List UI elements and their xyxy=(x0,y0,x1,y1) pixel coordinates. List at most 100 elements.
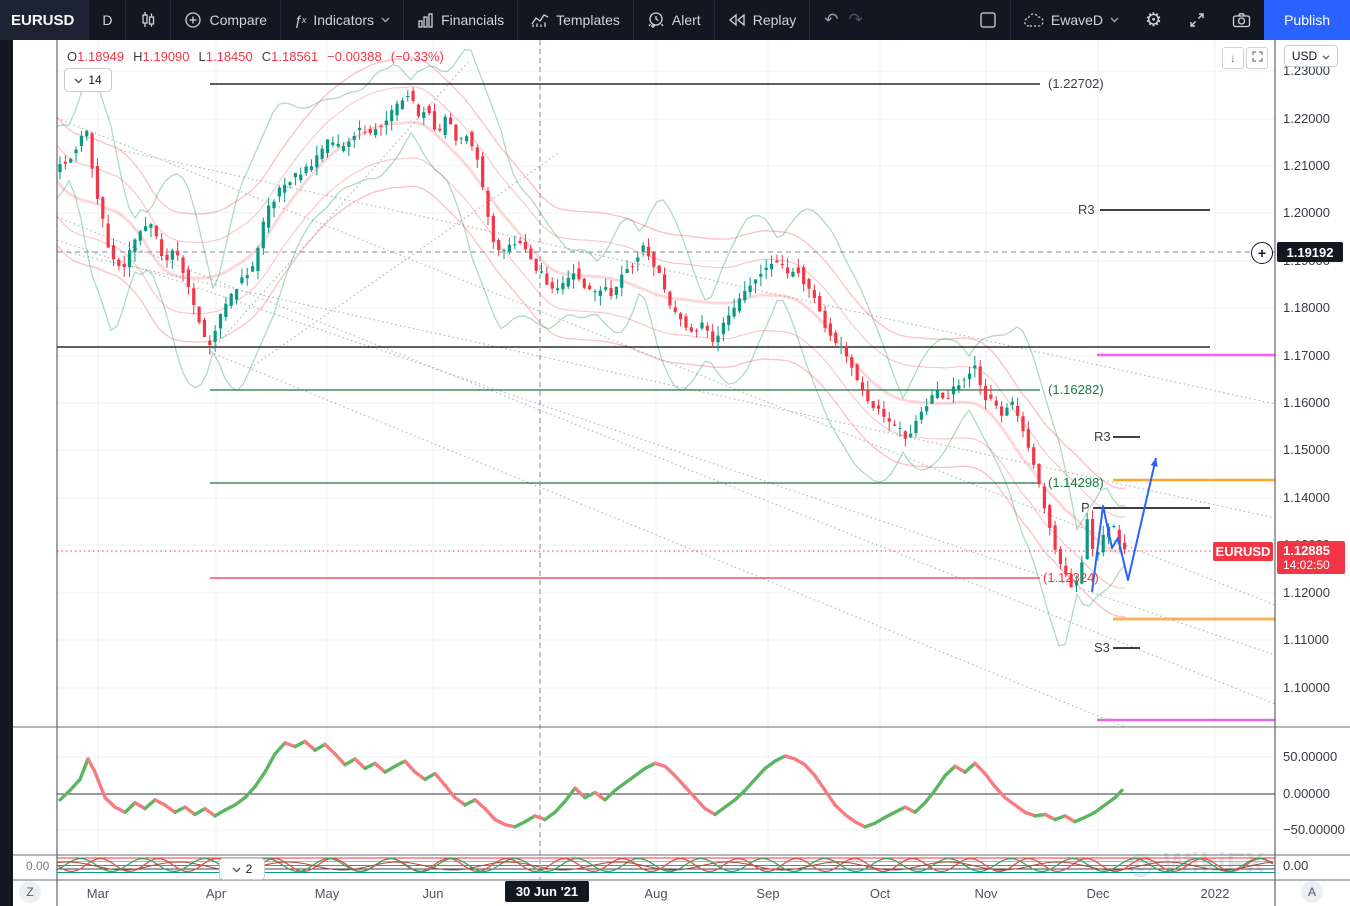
open-value: 1.18949 xyxy=(77,49,125,64)
level-label: (1.16282) xyxy=(1048,382,1104,397)
financials-icon xyxy=(417,12,434,29)
change-percent: (−0.33%) xyxy=(390,49,444,64)
last-price-value: 1.12885 xyxy=(1283,543,1330,558)
time-axis-label: Apr xyxy=(205,886,227,901)
time-axis-label: Aug xyxy=(644,886,668,901)
compare-plus-icon xyxy=(184,11,202,29)
price-axis-label: 1.21000 xyxy=(1283,158,1330,173)
maximize-icon xyxy=(1251,51,1263,65)
toolbar-right-group: EwaveD ⚙ Publish xyxy=(966,0,1350,40)
toolbar-divider xyxy=(809,0,811,40)
toolbar-divider xyxy=(280,0,282,40)
alert-clock-icon xyxy=(647,11,665,29)
level-label: S3 xyxy=(1094,640,1110,655)
price-axis-label: −50.00000 xyxy=(1283,822,1345,837)
replay-rewind-icon xyxy=(728,13,746,27)
pane3-legend-collapse-chip[interactable]: 2 xyxy=(219,858,265,880)
undo-button[interactable]: ↶ xyxy=(824,10,839,29)
cloud-icon xyxy=(1024,12,1044,28)
toolbar-divider xyxy=(713,0,715,40)
price-axis-label: 1.14000 xyxy=(1283,490,1330,505)
level-label: R3 xyxy=(1078,202,1095,217)
time-axis-label: Oct xyxy=(869,886,891,901)
layout-select-button[interactable] xyxy=(966,0,1010,40)
price-axis-label: 1.22000 xyxy=(1283,111,1330,126)
chevron-down-icon xyxy=(232,862,241,876)
cloud-layout-button[interactable]: EwaveD xyxy=(1011,0,1132,40)
currency-unit-chip[interactable]: USD xyxy=(1284,45,1338,67)
financials-button[interactable]: Financials xyxy=(404,0,517,40)
time-axis-label: 2022 xyxy=(1200,886,1230,901)
level-label: R3 xyxy=(1094,429,1111,444)
price-axis-label: 1.11000 xyxy=(1283,632,1330,647)
high-value: 1.19090 xyxy=(142,49,190,64)
price-axis-label: 1.20000 xyxy=(1283,205,1330,220)
time-axis-label: Mar xyxy=(86,886,110,901)
last-price-badge: 1.12885 14:02:50 xyxy=(1277,541,1345,574)
toolbar-divider xyxy=(170,0,172,40)
chevron-down-icon xyxy=(381,17,390,23)
redo-button[interactable]: ↷ xyxy=(848,10,863,29)
fullscreen-button[interactable] xyxy=(1175,0,1219,40)
hidden-indicator-count: 2 xyxy=(245,862,253,876)
low-label: L xyxy=(198,49,206,64)
timezone-button[interactable]: Z xyxy=(19,881,41,903)
price-axis-label: 1.12000 xyxy=(1283,585,1330,600)
level-label: (1.12324) xyxy=(1043,570,1099,585)
toolbar-divider xyxy=(1009,0,1011,40)
settings-gear-button[interactable]: ⚙ xyxy=(1145,9,1163,31)
templates-button[interactable]: Templates xyxy=(518,0,633,40)
legend-collapse-chip[interactable]: 14 xyxy=(64,68,112,92)
chevron-down-icon xyxy=(74,73,83,87)
collapsed-drawing-toolbar[interactable] xyxy=(0,40,13,906)
level-label: P xyxy=(1081,500,1090,515)
time-axis-label: May xyxy=(314,886,340,901)
symbol-search-button[interactable]: EURUSD xyxy=(0,0,89,40)
currency-label: USD xyxy=(1291,49,1318,63)
time-axis-label: Jun xyxy=(422,886,444,901)
time-axis-label: Dec xyxy=(1086,886,1110,901)
level-label: (1.14298) xyxy=(1048,475,1104,490)
high-label: H xyxy=(133,49,143,64)
symbol-price-label: EURUSD xyxy=(1213,542,1273,561)
crosshair-price-badge: 1.19192 xyxy=(1277,242,1343,262)
price-axis-label: 0.00000 xyxy=(1283,786,1330,801)
toolbar-divider xyxy=(403,0,405,40)
screenshot-camera-button[interactable] xyxy=(1219,0,1264,40)
bar-countdown: 14:02:50 xyxy=(1283,558,1330,572)
close-value: 1.18561 xyxy=(271,49,319,64)
alert-button[interactable]: Alert xyxy=(634,0,714,40)
publish-button[interactable]: Publish xyxy=(1264,0,1350,40)
maximize-pane-button[interactable] xyxy=(1246,47,1268,69)
change-value: −0.00388 xyxy=(327,49,382,64)
toolbar-divider xyxy=(632,0,634,40)
time-axis-label: Sep xyxy=(756,886,780,901)
camera-icon xyxy=(1232,12,1251,28)
toolbar-divider xyxy=(125,0,127,40)
fullscreen-icon xyxy=(1188,11,1206,29)
price-axis-label: 1.15000 xyxy=(1283,442,1330,457)
chart-background xyxy=(13,40,1350,906)
auto-scale-button[interactable]: A xyxy=(1301,881,1323,903)
price-axis-label: 50.00000 xyxy=(1283,749,1338,764)
chevron-down-icon xyxy=(1322,49,1330,63)
time-axis-label: Nov xyxy=(974,886,998,901)
toolbar-divider xyxy=(517,0,519,40)
compare-button[interactable]: Compare xyxy=(171,0,280,40)
close-label: C xyxy=(261,49,272,64)
interval-button[interactable]: D xyxy=(102,12,113,28)
replay-button[interactable]: Replay xyxy=(715,0,810,40)
price-axis-label: 0.00 xyxy=(1283,858,1309,873)
scroll-to-recent-button[interactable]: ↓ xyxy=(1222,47,1244,69)
price-axis-label: 1.18000 xyxy=(1283,300,1330,315)
ohlc-legend: O1.18949 H1.19090 L1.18450 C1.18561 −0.0… xyxy=(67,49,444,64)
toolbar-divider xyxy=(88,0,90,40)
price-axis-label: 1.16000 xyxy=(1283,395,1330,410)
hidden-indicator-count: 14 xyxy=(88,73,102,87)
add-alert-plus-button[interactable]: + xyxy=(1251,242,1273,264)
chart-style-button[interactable] xyxy=(126,0,170,40)
